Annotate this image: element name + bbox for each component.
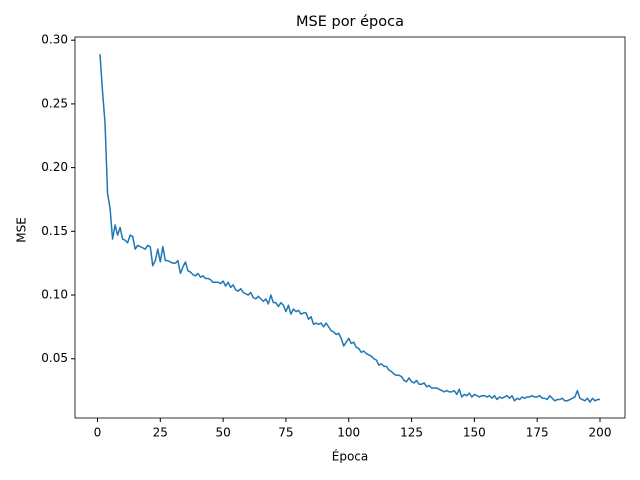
- x-tick-label: 175: [526, 426, 549, 440]
- y-tick-label: 0.10: [41, 288, 68, 302]
- data-line: [99, 54, 600, 403]
- axes-frame: [74, 36, 626, 419]
- x-axis-label: Época: [332, 449, 369, 464]
- x-tick-label: 25: [153, 426, 168, 440]
- x-tick-label: 200: [589, 426, 612, 440]
- x-tick-label: 150: [463, 426, 486, 440]
- x-tick-label: 75: [278, 426, 293, 440]
- y-tick-label: 0.25: [41, 96, 68, 110]
- chart-title: MSE por época: [296, 14, 404, 30]
- y-tick-label: 0.05: [41, 351, 68, 365]
- y-tick-label: 0.15: [41, 224, 68, 238]
- x-tick-label: 0: [94, 426, 102, 440]
- x-tick-label: 100: [337, 426, 360, 440]
- x-tick-label: 50: [215, 426, 230, 440]
- y-tick-label: 0.30: [41, 33, 68, 47]
- x-tick-label: 125: [400, 426, 423, 440]
- y-axis-label: MSE: [15, 217, 29, 243]
- y-tick-label: 0.20: [41, 160, 68, 174]
